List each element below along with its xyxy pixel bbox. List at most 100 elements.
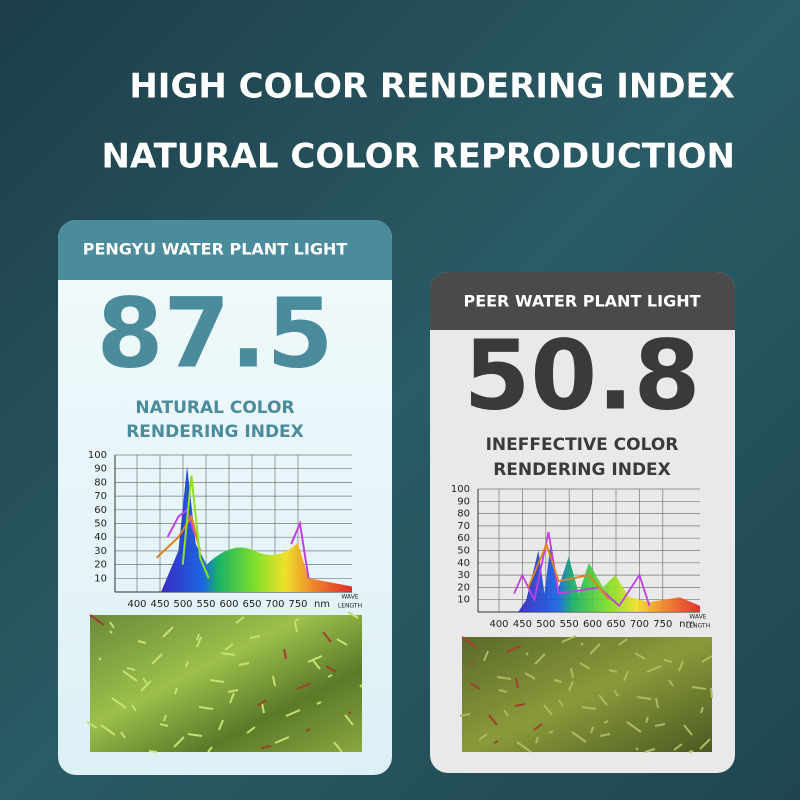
y-tick-label: 90 [94, 464, 107, 475]
photo-texture [209, 679, 225, 683]
photo-texture [109, 621, 115, 629]
photo-texture [580, 642, 584, 646]
photo-texture [100, 724, 116, 736]
x-tick-label: 500 [173, 599, 192, 610]
photo-texture [589, 643, 601, 655]
photo-texture [553, 679, 563, 683]
photo-texture [558, 699, 564, 707]
photo-texture [608, 669, 618, 673]
x-tick-label: 550 [560, 619, 579, 630]
x-tick-label: 650 [242, 599, 261, 610]
photo-texture [613, 689, 619, 697]
x-tick-label: 650 [606, 619, 625, 630]
photo-texture [229, 692, 235, 704]
photo-texture [344, 714, 354, 726]
card-header [58, 220, 392, 280]
x-tick-label: 750 [288, 599, 307, 610]
photo-texture [516, 741, 532, 753]
photo-texture [322, 631, 332, 643]
photo-texture [561, 635, 577, 643]
photo-texture [599, 733, 611, 737]
x-tick-label: 450 [513, 619, 532, 630]
photo-texture [187, 733, 203, 737]
photo-texture [688, 750, 694, 753]
x-tick-label: 600 [583, 619, 602, 630]
photo-texture [86, 721, 98, 729]
photo-texture [699, 738, 711, 750]
photo-texture [348, 711, 352, 715]
y-tick-label: 70 [94, 491, 107, 502]
photo-texture [198, 706, 214, 710]
photo-texture [461, 636, 477, 648]
y-tick-label: 10 [457, 595, 470, 606]
photo-texture [635, 747, 639, 751]
card-title: PEER WATER PLANT LIGHT [463, 292, 700, 311]
photo-texture [246, 726, 256, 734]
y-tick-label: 80 [94, 477, 107, 488]
x-unit: nm [679, 619, 695, 630]
photo-texture [581, 706, 597, 710]
card-title: PENGYU WATER PLANT LIGHT [83, 240, 348, 259]
x-tick-label: 550 [196, 599, 215, 610]
photo-texture [327, 674, 333, 678]
x-axis-label: WAVE [341, 594, 358, 601]
photo-texture [645, 716, 649, 724]
photo-texture [673, 743, 683, 751]
spectrum-area [161, 465, 352, 592]
x-tick-label: 700 [265, 599, 284, 610]
photo-texture [159, 723, 169, 727]
photo-texture [325, 665, 337, 673]
photo-texture [347, 611, 359, 619]
photo-texture [316, 701, 322, 705]
photo-texture [196, 633, 200, 641]
spectrum-line [527, 541, 610, 601]
spectrum-line [181, 475, 210, 579]
photo-texture [140, 680, 152, 692]
photo-texture [294, 618, 300, 622]
photo-texture [470, 662, 474, 666]
photo-texture [603, 720, 609, 724]
x-unit: nm [314, 599, 330, 610]
photo-texture [533, 723, 543, 731]
spectrum-line [166, 508, 310, 579]
y-tick-label: 40 [457, 558, 470, 569]
photo-texture [626, 721, 642, 733]
y-tick-label: 80 [457, 509, 470, 520]
photo-texture [678, 660, 684, 672]
photo-texture [493, 740, 499, 744]
photo-texture [296, 682, 312, 690]
photo-texture [646, 665, 662, 673]
x-tick-label: 600 [219, 599, 238, 610]
photo-texture [162, 626, 174, 638]
photo-texture [590, 726, 594, 734]
photo [90, 615, 362, 752]
score-label: INEFFECTIVE COLOR [486, 435, 679, 455]
photo-texture [260, 745, 272, 749]
photo-texture [333, 741, 343, 753]
photo-texture [654, 723, 666, 727]
score: 87.5 [97, 277, 334, 389]
y-tick-label: 10 [94, 573, 107, 584]
photo-texture [137, 640, 147, 644]
photo-texture [249, 635, 261, 639]
photo-texture [122, 670, 138, 682]
photo-texture [701, 655, 713, 663]
photo-texture [663, 659, 673, 663]
photo-texture [131, 704, 137, 712]
photo [462, 637, 712, 752]
x-axis-label: LENGTH [338, 603, 362, 610]
score-label: RENDERING INDEX [126, 422, 304, 442]
photo-texture [305, 728, 311, 732]
y-tick-label: 40 [94, 532, 107, 543]
spectrum-area [518, 544, 700, 612]
photo-texture [126, 667, 136, 671]
photo-texture [148, 750, 158, 753]
photo-texture [568, 680, 574, 692]
x-axis-label: WAVE [689, 614, 706, 621]
x-tick-label: 700 [630, 619, 649, 630]
photo-texture [506, 645, 522, 653]
photo-texture [579, 662, 591, 670]
photo-texture [185, 660, 189, 668]
photo-texture [655, 697, 659, 709]
